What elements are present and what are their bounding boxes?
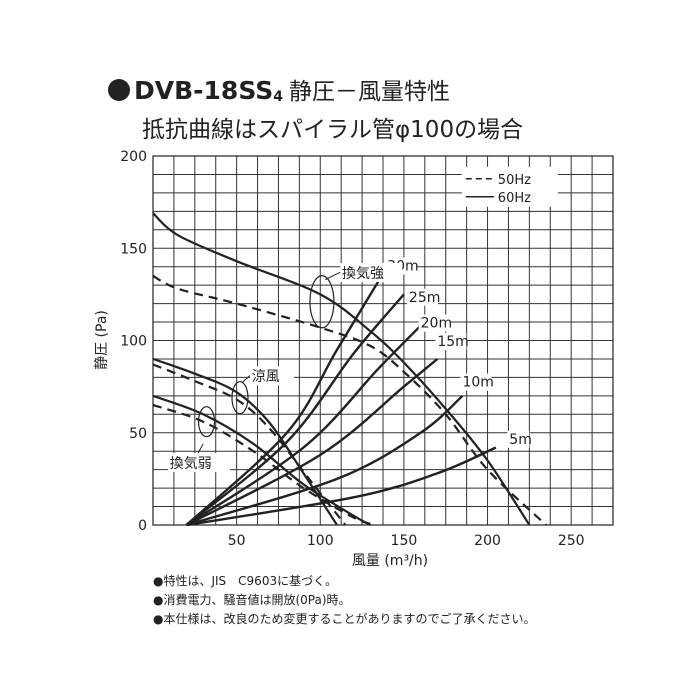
x-axis-label: 風量 (m³/h) bbox=[352, 553, 428, 569]
annotation-ellipse bbox=[309, 275, 335, 329]
resistance-curve bbox=[185, 266, 389, 526]
annotation-label: 換気強 bbox=[342, 266, 384, 282]
y-tick-label: 100 bbox=[120, 334, 147, 350]
y-tick-label: 150 bbox=[120, 241, 147, 257]
x-tick-label: 150 bbox=[391, 533, 418, 549]
resistance-curve bbox=[186, 394, 464, 527]
legend-label: 60Hz bbox=[498, 191, 531, 206]
x-tick-label: 100 bbox=[307, 533, 334, 549]
resistance-curve bbox=[185, 324, 422, 527]
resistance-label-background bbox=[460, 373, 492, 391]
resistance-label: 15m bbox=[437, 334, 468, 350]
y-tick-label: 50 bbox=[129, 426, 147, 442]
plot-frame bbox=[152, 155, 614, 526]
fan-curve-50hz bbox=[152, 274, 547, 526]
model-subscript: 4 bbox=[273, 89, 283, 105]
resistance-label-background bbox=[507, 430, 530, 448]
resistance-label-background bbox=[435, 333, 467, 351]
resistance-label: 10m bbox=[462, 375, 493, 391]
resistance-label: 5m bbox=[509, 432, 532, 448]
fan-curve-60hz bbox=[152, 212, 531, 526]
x-tick-label: 200 bbox=[474, 533, 501, 549]
annotation-leader bbox=[197, 443, 204, 454]
annotation-ellipse bbox=[197, 406, 216, 438]
annotation-label-background bbox=[340, 263, 403, 283]
footnote: ●特性は、JIS C9603に基づく。 bbox=[153, 574, 338, 588]
annotation-leader bbox=[325, 271, 341, 281]
x-tick-label: 250 bbox=[558, 533, 585, 549]
footnote: ●消費電力、騒音値は開放(0Pa)時。 bbox=[153, 593, 351, 607]
y-axis-label: 静圧 (Pa) bbox=[94, 310, 110, 370]
bullet-icon bbox=[108, 79, 130, 101]
footnotes: ●特性は、JIS C9603に基づく。 ●消費電力、騒音値は開放(0Pa)時。 … bbox=[153, 572, 535, 629]
annotation-label-background bbox=[168, 453, 231, 473]
resistance-curve bbox=[185, 293, 405, 526]
title-line-1: DVB-18SS4 静圧－風量特性 bbox=[108, 72, 450, 106]
fan-curve-60hz bbox=[152, 357, 338, 526]
model-name: DVB-18SS bbox=[134, 76, 274, 105]
legend-background bbox=[461, 166, 558, 207]
legend-label: 50Hz bbox=[498, 173, 531, 188]
chart-subtitle: 抵抗曲線はスパイラル管φ100の場合 bbox=[142, 117, 524, 143]
annotation-label: 涼風 bbox=[252, 369, 280, 385]
annotation-ellipse bbox=[231, 381, 249, 415]
resistance-label: 25m bbox=[409, 290, 440, 306]
y-tick-label: 200 bbox=[120, 149, 147, 165]
chart-subject: 静圧－風量特性 bbox=[288, 79, 450, 105]
annotation-label-background bbox=[250, 366, 295, 386]
resistance-curve bbox=[186, 446, 497, 527]
resistance-label-background bbox=[406, 288, 438, 306]
y-tick-label: 0 bbox=[138, 518, 147, 534]
annotation-leader bbox=[241, 375, 251, 384]
resistance-label: 20m bbox=[421, 316, 452, 332]
footnote: ●本仕様は、改良のため変更することがありますのでご了承ください。 bbox=[153, 612, 536, 626]
resistance-label-background bbox=[418, 314, 450, 332]
x-tick-label: 50 bbox=[228, 533, 246, 549]
annotation-label: 換気弱 bbox=[170, 456, 212, 472]
resistance-curve bbox=[185, 357, 439, 527]
